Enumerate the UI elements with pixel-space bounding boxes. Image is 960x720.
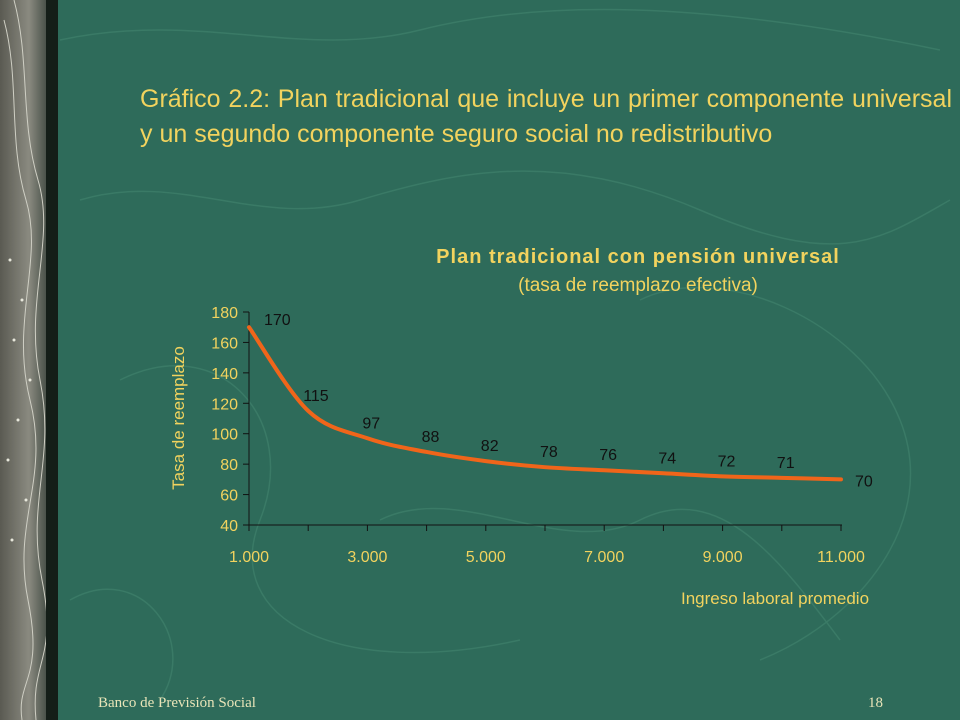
x-tick-label: 9.000	[703, 549, 743, 566]
x-tick-label: 7.000	[584, 549, 624, 566]
y-tick-label: 60	[220, 488, 238, 505]
x-tick-label: 5.000	[466, 549, 506, 566]
data-point	[306, 409, 310, 413]
y-tick-label: 120	[211, 396, 238, 413]
data-point	[839, 477, 843, 481]
x-tick-label: 1.000	[229, 549, 269, 566]
data-label: 76	[599, 447, 617, 464]
data-point	[602, 468, 606, 472]
data-label: 70	[855, 473, 873, 490]
data-point	[365, 436, 369, 440]
data-label: 170	[264, 312, 291, 329]
data-point	[425, 450, 429, 454]
chart-subtitle: (tasa de reemplazo efectiva)	[518, 275, 758, 296]
y-tick-label: 40	[220, 518, 238, 535]
y-tick-label: 80	[220, 457, 238, 474]
slide-title: Gráfico 2.2: Plan tradicional que incluy…	[140, 85, 952, 148]
data-point	[543, 465, 547, 469]
page-number: 18	[868, 695, 883, 711]
footer-organization: Banco de Previsión Social	[98, 695, 256, 711]
x-tick-label: 3.000	[347, 549, 387, 566]
series-line	[247, 325, 843, 482]
data-label: 88	[422, 429, 440, 446]
x-axis-label: Ingreso laboral promedio	[681, 589, 869, 608]
data-label: 115	[303, 388, 329, 405]
y-tick-label: 160	[211, 335, 238, 352]
y-tick-label: 140	[211, 366, 238, 383]
data-point	[247, 325, 251, 329]
y-axis-label: Tasa de reemplazo	[169, 346, 188, 490]
data-point	[721, 474, 725, 478]
x-tick-label: 11.000	[817, 549, 865, 566]
data-label: 71	[777, 455, 795, 472]
data-point	[661, 471, 665, 475]
data-label: 72	[718, 453, 736, 470]
data-label: 74	[658, 450, 676, 467]
data-label: 78	[540, 444, 558, 461]
chart-title: Plan tradicional con pensión universal	[436, 246, 840, 268]
data-point	[484, 459, 488, 463]
y-tick-label: 100	[211, 427, 238, 444]
left-texture-strip	[0, 0, 58, 720]
data-label: 97	[362, 415, 380, 432]
y-tick-label: 180	[211, 305, 238, 322]
data-point	[780, 476, 784, 480]
data-label: 82	[481, 438, 499, 455]
plot-area: 40 60 80 100 120 140 160 180 1.000 3.000 5.000 7.00…	[211, 305, 873, 566]
